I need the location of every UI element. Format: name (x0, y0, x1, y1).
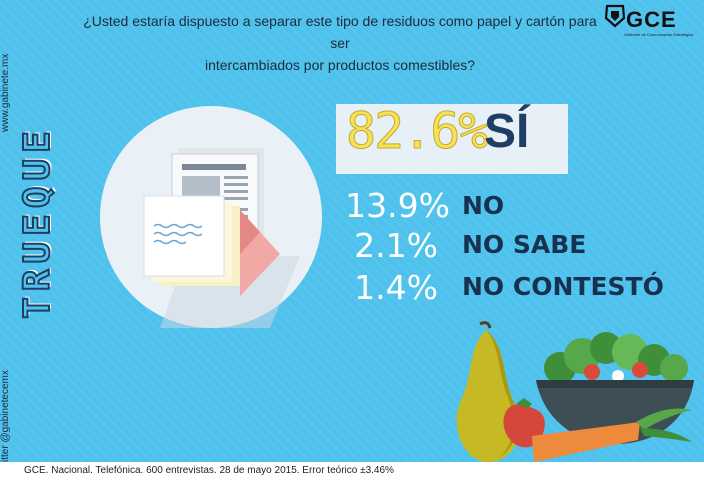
logo-subtitle: Gabinete de Comunicación Estratégica (624, 32, 694, 37)
paper-stack-icon (143, 195, 240, 286)
result-nosabe-pct: 2.1% (354, 226, 438, 265)
result-si-label: SÍ (484, 105, 530, 158)
highlight-panel (336, 104, 568, 174)
carrot-icon (532, 408, 692, 462)
section-title: TRUEQUE (16, 124, 59, 320)
social-handle: twitter @gabinetecemx (0, 370, 11, 472)
pear-icon (456, 321, 520, 462)
result-nocontesto-pct: 1.4% (354, 268, 438, 307)
logo-mark-icon (604, 4, 626, 28)
result-no-label: NO (462, 191, 505, 220)
food-illustration (456, 321, 694, 462)
survey-question: ¿Usted estaría dispuesto a separar este … (80, 10, 600, 76)
paper-recycling-icon (143, 148, 300, 328)
question-line-2: intercambiados por productos comestibles… (204, 57, 476, 73)
result-nosabe-label: NO SABE (462, 230, 587, 259)
salad-bowl-icon (536, 332, 694, 444)
question-line-1: ¿Usted estaría dispuesto a separar este … (83, 13, 597, 51)
gce-logo: GCE Gabinete de Comunicación Estratégica (604, 4, 700, 46)
result-no-pct: 13.9% (345, 186, 450, 225)
result-si-pct: 82.6% (346, 102, 490, 161)
result-nocontesto-label: NO CONTESTÓ (462, 272, 664, 301)
methodology-note: GCE. Nacional. Telefónica. 600 entrevist… (24, 465, 394, 476)
logo-text: GCE (626, 7, 677, 32)
website-label: www.gabinete.mx (0, 53, 11, 132)
footer-bar: GCE. Nacional. Telefónica. 600 entrevist… (0, 462, 704, 480)
